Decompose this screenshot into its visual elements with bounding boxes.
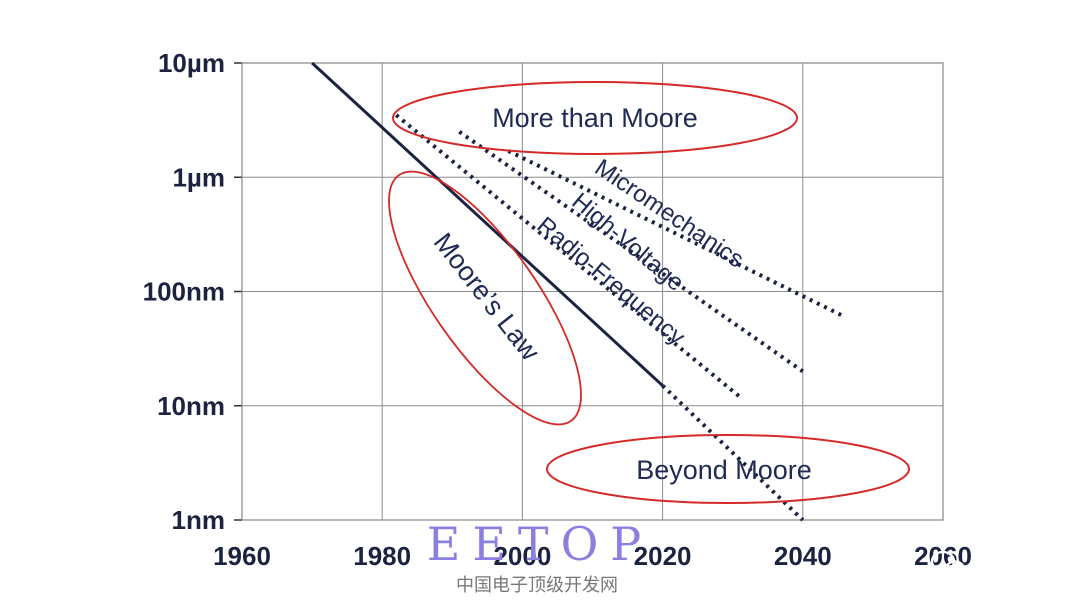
watermark-subtitle: 中国电子顶级开发网 [456, 575, 618, 596]
more-than-moore-label: More than Moore [492, 103, 698, 133]
y-tick-label: 1nm [172, 505, 225, 535]
y-tick-label: 10nm [157, 391, 225, 421]
x-tick-label: 1960 [213, 541, 271, 571]
series-lines [311, 61, 846, 522]
x-tick-label: 2020 [634, 541, 692, 571]
moores-law-ellipse [388, 170, 582, 426]
watermark-eetop: EETOP [427, 517, 654, 571]
x-tick-label: 1980 [353, 541, 411, 571]
moore-s-law-line [311, 61, 664, 387]
wechat-icon [930, 550, 966, 578]
y-tick-label: 10µm [158, 48, 225, 78]
grid [234, 62, 944, 521]
more-than-moore-ellipse [392, 81, 798, 155]
x-tick-label: 2040 [774, 541, 832, 571]
x-tick-label: 2000 [493, 541, 551, 571]
moore-s-law-line [661, 384, 805, 522]
beyond-moore-label: Beyond Moore [636, 455, 812, 485]
y-tick-label: 1µm [172, 162, 225, 192]
moores-law-label: Moore’s Law [428, 227, 546, 366]
beyond-moore-ellipse [546, 434, 910, 504]
high-voltage-line [458, 130, 804, 373]
brand-label: EETOP [970, 552, 1044, 577]
brand-badge: EETOP [930, 550, 1044, 578]
y-tick-label: 100nm [143, 277, 225, 307]
micromechanics-line [507, 149, 846, 319]
radio-frequency-line [394, 113, 741, 399]
